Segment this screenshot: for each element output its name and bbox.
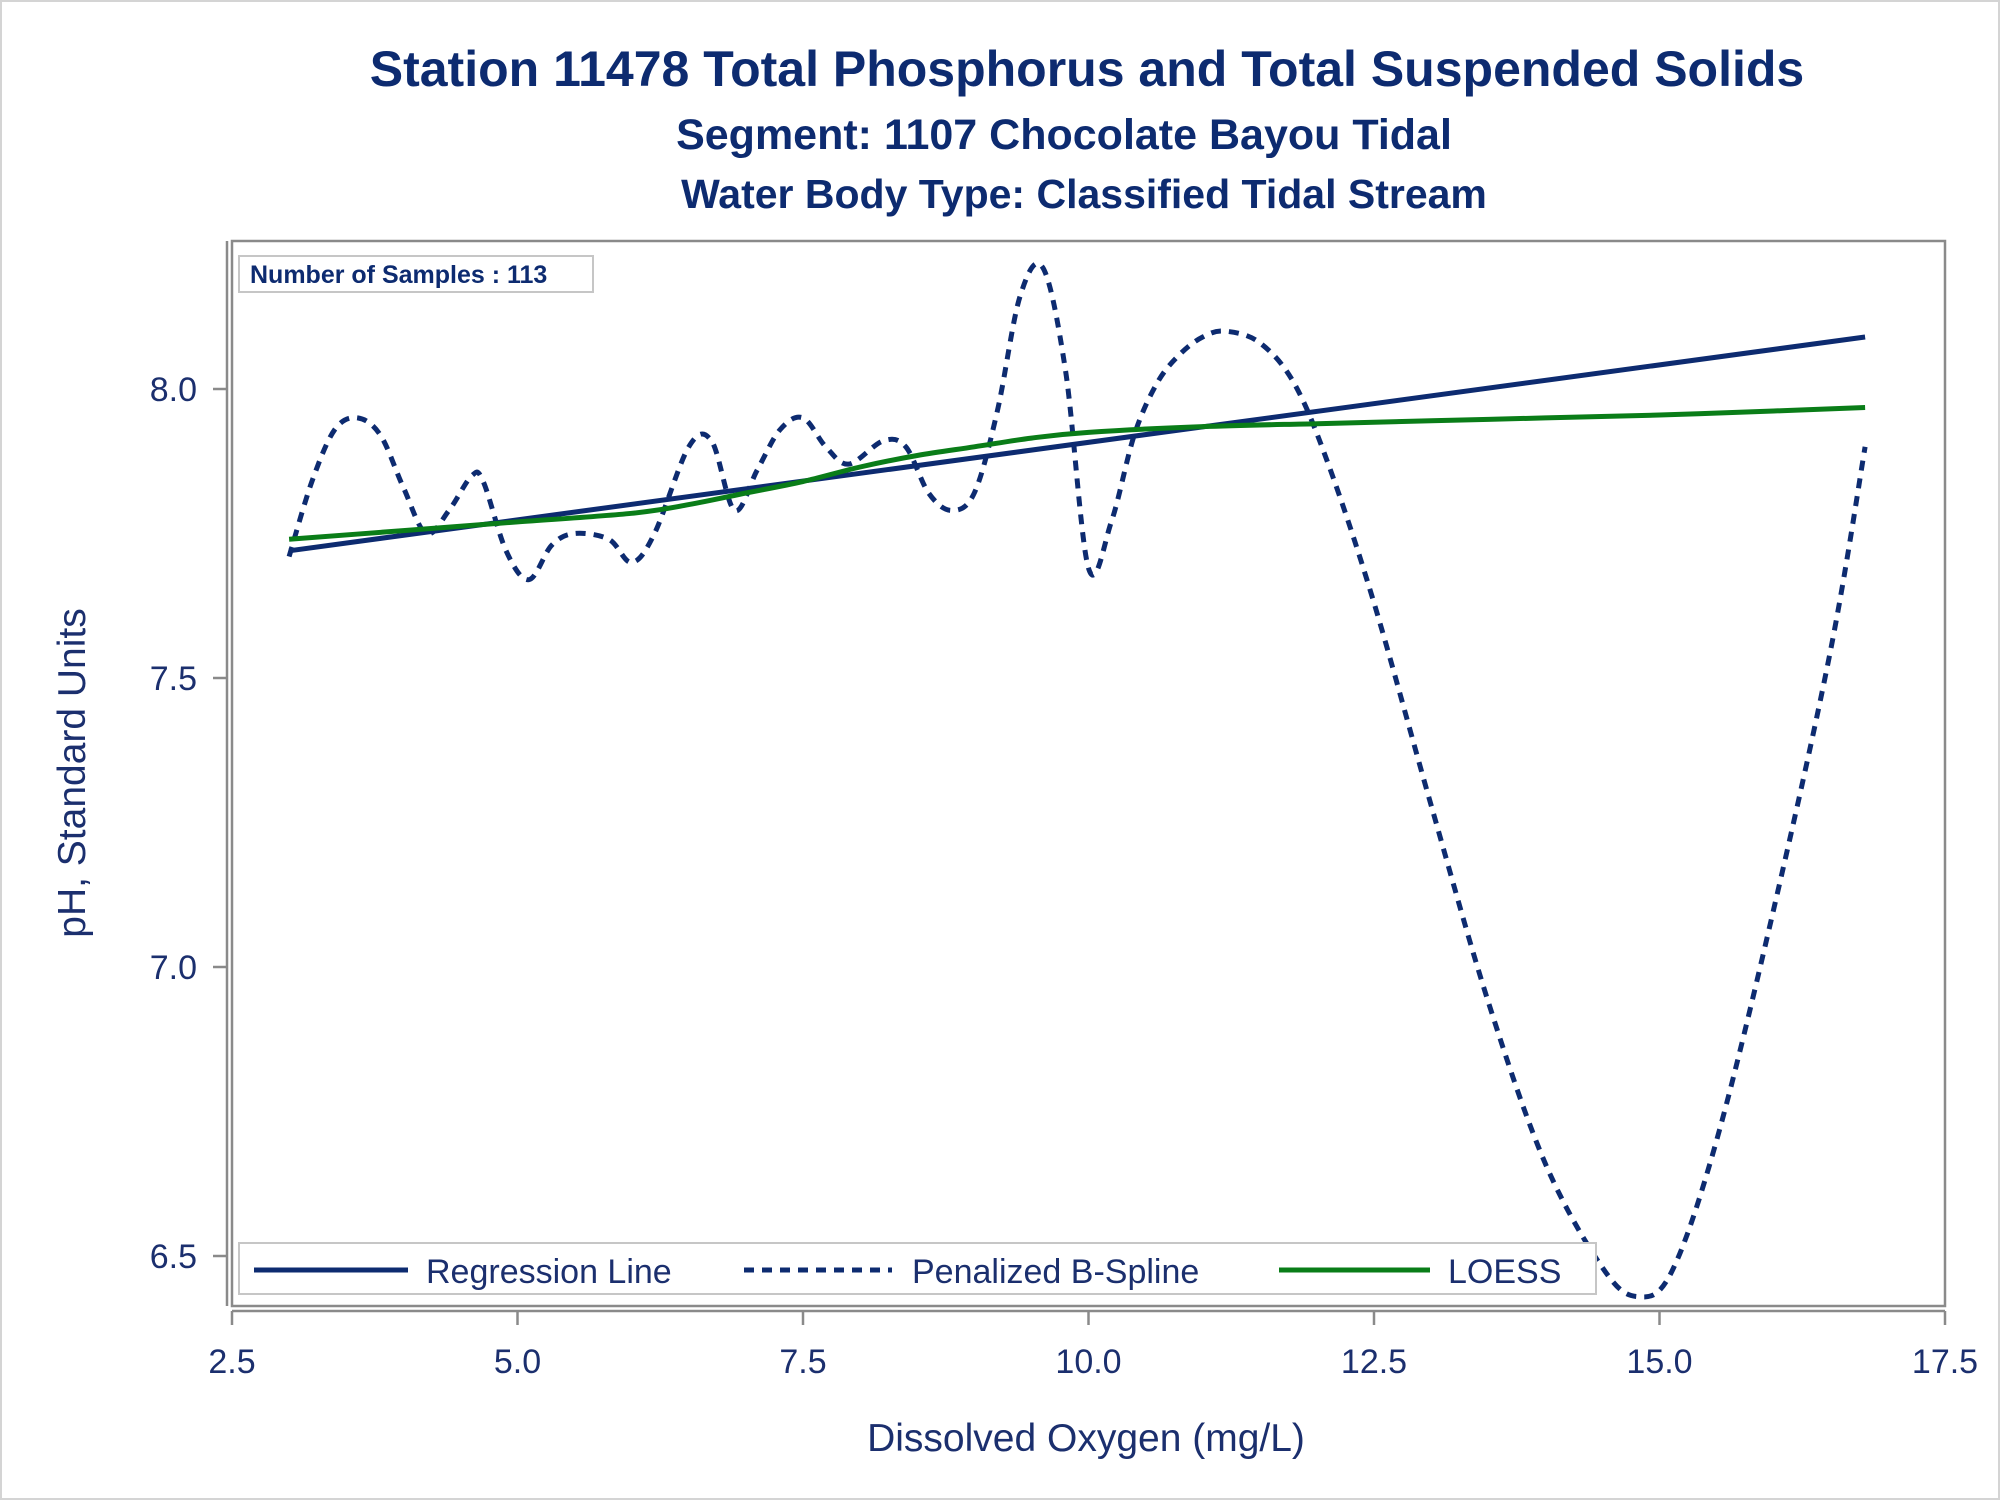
series-penalized-b-spline-line	[286, 260, 1868, 1300]
x-tick-label: 5.0	[494, 1343, 541, 1381]
y-tick-label: 7.0	[150, 949, 197, 987]
chart-title: Station 11478 Total Phosphorus and Total…	[370, 41, 1804, 97]
legend-label-loess: LOESS	[1448, 1253, 1561, 1291]
y-tick-label: 8.0	[150, 371, 197, 409]
series-regression-line-line	[288, 334, 1866, 554]
sample-count-text: Number of Samples : 113	[250, 261, 547, 289]
x-tick-label: 7.5	[779, 1343, 826, 1381]
series-layer	[286, 260, 1868, 1300]
y-tick-label: 6.5	[150, 1238, 197, 1276]
x-tick-label: 2.5	[208, 1343, 255, 1381]
y-tick-label: 7.5	[150, 660, 197, 698]
x-tick-label: 17.5	[1912, 1343, 1978, 1381]
x-tick-label: 10.0	[1055, 1343, 1121, 1381]
x-tick-label: 15.0	[1626, 1343, 1692, 1381]
chart-subtitle-2: Water Body Type: Classified Tidal Stream	[681, 171, 1487, 217]
y-axis: 6.5 7.0 7.5 8.0	[150, 241, 229, 1306]
x-tick-label: 12.5	[1341, 1343, 1407, 1381]
chart-subtitle: Segment: 1107 Chocolate Bayou Tidal	[676, 111, 1452, 159]
x-axis-label: Dissolved Oxygen (mg/L)	[867, 1417, 1305, 1460]
legend-label-spline: Penalized B-Spline	[912, 1253, 1199, 1291]
series-loess-line	[288, 405, 1866, 542]
y-axis-label: pH, Standard Units	[51, 608, 94, 938]
legend-label-regression: Regression Line	[426, 1253, 672, 1291]
x-axis: 2.5 5.0 7.5 10.0 12.5 15.0 17.5	[208, 1309, 1978, 1381]
plot-area	[230, 239, 1947, 1308]
sample-count-box	[238, 255, 594, 293]
